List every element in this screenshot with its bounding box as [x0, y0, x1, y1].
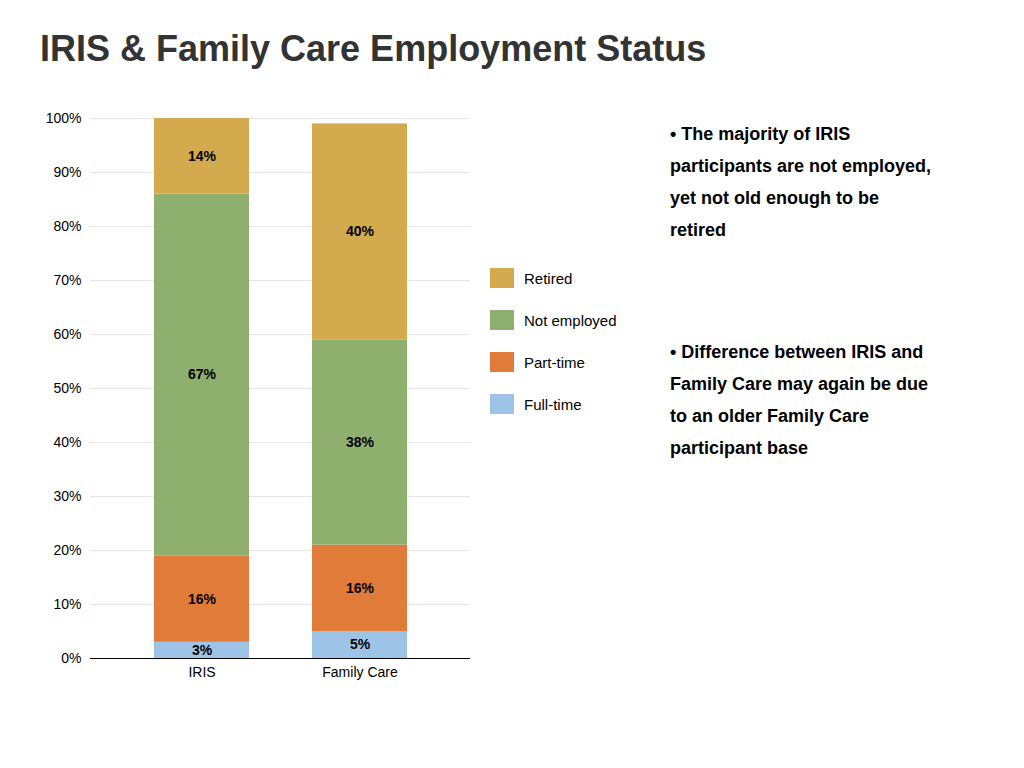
html-text:Family Care may again be due: Family Care may again be due: [670, 374, 929, 394]
svg-text:10%: 10%: [53, 596, 81, 612]
svg-text:67%: 67%: [188, 366, 217, 382]
svg-text:40%: 40%: [346, 223, 375, 239]
html-text:• Difference between IRIS and: • Difference between IRIS and: [670, 342, 924, 362]
svg-text:Family Care: Family Care: [322, 664, 398, 680]
svg-text:50%: 50%: [53, 380, 81, 396]
svg-text:90%: 90%: [53, 164, 81, 180]
svg-text:100%: 100%: [46, 110, 82, 126]
html-text:Not employed: Not employed: [524, 311, 617, 329]
svg-text:30%: 30%: [53, 488, 81, 504]
svg-text:40%: 40%: [53, 434, 81, 450]
html-text:retired: retired: [670, 220, 726, 240]
svg-text:16%: 16%: [346, 580, 375, 596]
html-text:Part-time: Part-time: [524, 353, 585, 371]
html-text:yet not old enough to be: yet not old enough to be: [670, 188, 879, 208]
svg-text:38%: 38%: [346, 434, 375, 450]
svg-text:5%: 5%: [350, 636, 371, 652]
html-text:Full-time: Full-time: [524, 395, 582, 413]
html-text:to an older Family Care: to an older Family Care: [670, 406, 870, 426]
svg-text:3%: 3%: [192, 642, 213, 658]
html-text:participant base: participant base: [670, 438, 808, 458]
html-text:participants are not employed,: participants are not employed,: [670, 156, 932, 176]
svg-text:0%: 0%: [61, 650, 81, 666]
svg-text:14%: 14%: [188, 148, 217, 164]
html-text:Retired: Retired: [524, 269, 573, 287]
svg-text:80%: 80%: [53, 218, 81, 234]
svg-text:IRIS: IRIS: [188, 664, 215, 680]
svg-text:60%: 60%: [53, 326, 81, 342]
html-text:• The majority of IRIS: • The majority of IRIS: [670, 124, 851, 144]
svg-text:16%: 16%: [188, 591, 217, 607]
svg-text:20%: 20%: [53, 542, 81, 558]
html-text:IRIS & Family Care Employment: IRIS & Family Care Employment Status: [40, 28, 707, 69]
svg-text:70%: 70%: [53, 272, 81, 288]
